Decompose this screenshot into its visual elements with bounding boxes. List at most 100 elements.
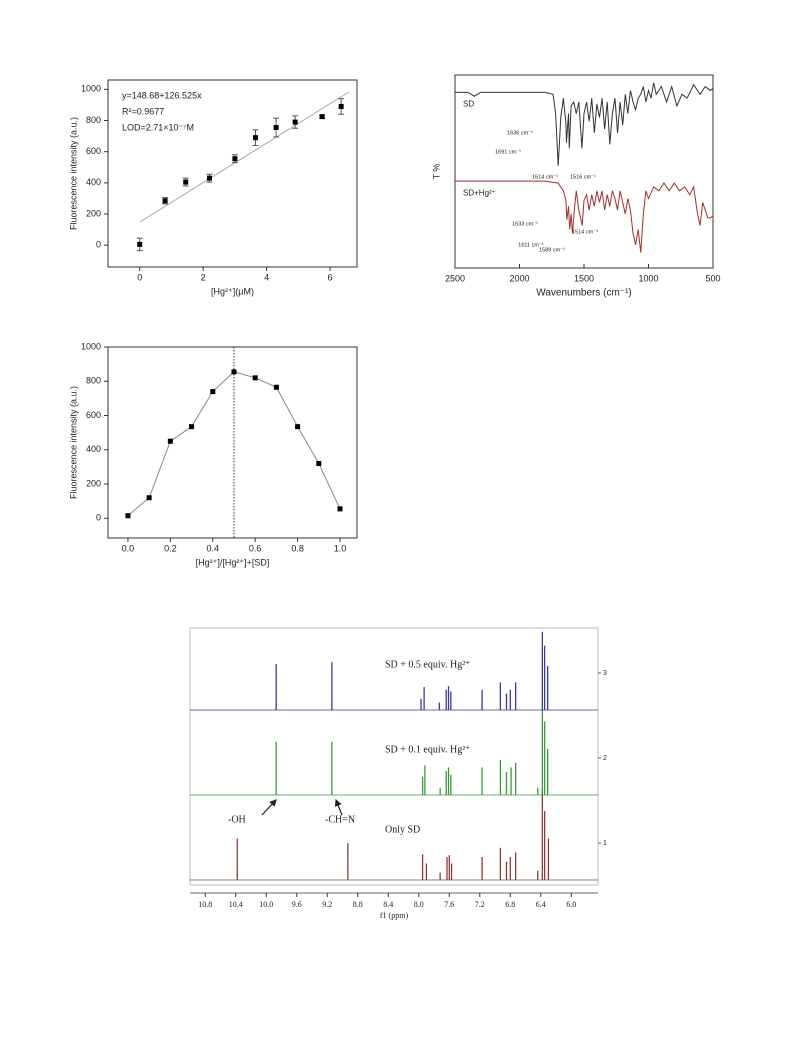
data-point — [295, 424, 301, 430]
trace-label: SD + 0.5 equiv. Hg²⁺ — [385, 659, 471, 670]
data-point — [137, 241, 143, 247]
annotation: R²=0.9677 — [122, 106, 164, 116]
chart: 10.8 10.4 10.0 9.6 9.2 8.8 8.4 8.0 7.6 7.2 6.8 6.4 6… — [189, 627, 607, 920]
arrow — [334, 798, 343, 816]
x-tick-label: 0.4 — [207, 543, 220, 553]
peak-label: 1516 cm⁻¹ — [570, 174, 596, 180]
y-tick-label: 1000 — [81, 341, 101, 351]
peak-label: 1514 cm⁻¹ — [572, 229, 598, 235]
data-point — [189, 424, 195, 430]
y-axis-title: Fluorescence intensity (a.u.) — [68, 386, 78, 499]
data-point — [252, 375, 258, 381]
trace-label: Only SD — [385, 824, 420, 835]
x-tick-label: 6.8 — [505, 900, 515, 909]
x-tick-label: 1.0 — [334, 543, 347, 553]
data-point — [125, 513, 131, 519]
y-tick-label: 200 — [86, 208, 101, 218]
data-point — [319, 114, 325, 120]
data-point — [337, 506, 343, 512]
x-tick-label: 9.6 — [292, 900, 302, 909]
x-axis-title: f1 (ppm) — [380, 911, 409, 920]
y-tick-label: 1000 — [81, 84, 101, 94]
data-point — [183, 179, 189, 185]
data-point — [231, 369, 237, 375]
x-tick-label: 2000 — [509, 273, 529, 283]
trace-number: 1 — [603, 840, 607, 847]
chart: 2500 2000 1500 1000 500 Wavenumbers (cm⁻¹) T %… — [431, 74, 721, 299]
y-tick-label: 0 — [96, 513, 101, 523]
data-point — [207, 175, 213, 181]
y-tick-label: 400 — [86, 444, 101, 454]
x-tick-label: 0.6 — [249, 543, 262, 553]
x-tick-label: 7.2 — [475, 900, 485, 909]
x-tick-label: 1000 — [638, 273, 658, 283]
y-tick-label: 800 — [86, 115, 101, 125]
data-point — [273, 384, 279, 390]
data-point — [316, 460, 322, 466]
peak-label: 1611 cm⁻¹ — [518, 242, 544, 248]
x-tick-label: 6.4 — [536, 900, 546, 909]
plot-frame — [454, 74, 714, 269]
y-tick-label: 800 — [86, 376, 101, 386]
peak-label: 1614 cm⁻¹ — [532, 174, 558, 180]
x-tick-label: 0 — [137, 272, 142, 282]
arrow — [261, 799, 277, 816]
series-line — [455, 180, 714, 253]
x-tick-label: 2 — [201, 272, 206, 282]
x-tick-label: 6 — [328, 272, 333, 282]
annotation: -CH=N — [325, 814, 355, 825]
x-tick-label: 0.0 — [122, 543, 135, 553]
x-tick-label: 10.8 — [198, 900, 212, 909]
x-axis-title: Wavenumbers (cm⁻¹) — [536, 288, 631, 299]
x-tick-label: 8.8 — [353, 900, 363, 909]
trace-number: 2 — [603, 755, 607, 762]
series-label: SD — [463, 99, 474, 108]
chart: 0.0 0.2 0.4 0.6 0.8 1.0 0 200 400 600 800 1000 [Hg²⁺… — [68, 341, 358, 567]
chart: 0 2 4 6 0 200 400 600 800 1000 [Hg²⁺](μM) Fluoresce… — [68, 79, 358, 296]
x-axis-title: [Hg²⁺]/[Hg²⁺]+[SD] — [196, 557, 270, 567]
annotation: y=148.68+126.525x — [122, 90, 202, 100]
plot-frame — [189, 627, 599, 886]
data-point — [162, 198, 168, 204]
x-tick-label: 0.2 — [164, 543, 177, 553]
series-label: SD+Hg²⁺ — [463, 188, 496, 197]
x-tick-label: 10.4 — [229, 900, 243, 909]
x-tick-label: 500 — [705, 273, 720, 283]
data-point — [273, 125, 279, 131]
peak-label: 1589 cm⁻¹ — [539, 247, 565, 253]
data-point — [338, 103, 344, 109]
x-tick-label: 10.0 — [259, 900, 273, 909]
y-tick-label: 0 — [96, 240, 101, 250]
y-tick-label: 200 — [86, 478, 101, 488]
x-tick-label: 6.0 — [566, 900, 576, 909]
x-tick-label: 4 — [264, 272, 269, 282]
data-point — [210, 389, 216, 395]
x-tick-label: 8.0 — [414, 900, 424, 909]
y-tick-label: 600 — [86, 146, 101, 156]
fit-line — [139, 91, 350, 223]
y-axis-title: Fluorescence intensity (a.u.) — [68, 117, 78, 230]
trace-number: 3 — [603, 670, 607, 677]
y-tick-label: 600 — [86, 410, 101, 420]
plot-frame — [107, 346, 358, 539]
x-tick-label: 9.2 — [322, 900, 332, 909]
peak-label: 1691 cm⁻¹ — [495, 149, 521, 155]
data-point — [232, 156, 238, 162]
x-tick-label: 7.6 — [444, 900, 454, 909]
y-axis-title: T % — [431, 164, 441, 180]
x-tick-label: 8.4 — [383, 900, 393, 909]
series-line — [455, 82, 714, 166]
data-point — [146, 495, 152, 501]
plot-frame — [107, 79, 358, 268]
annotation: -OH — [228, 814, 246, 825]
data-point — [292, 119, 298, 125]
x-tick-label: 2500 — [445, 273, 465, 283]
x-tick-label: 0.8 — [291, 543, 304, 553]
trace-label: SD + 0.1 equiv. Hg²⁺ — [385, 744, 471, 755]
x-tick-label: 1500 — [574, 273, 594, 283]
data-point — [252, 135, 258, 141]
x-axis-title: [Hg²⁺](μM) — [211, 286, 254, 296]
peak-label: 1636 cm⁻¹ — [507, 130, 533, 136]
annotation: LOD=2.71×10⁻⁷M — [122, 122, 194, 132]
